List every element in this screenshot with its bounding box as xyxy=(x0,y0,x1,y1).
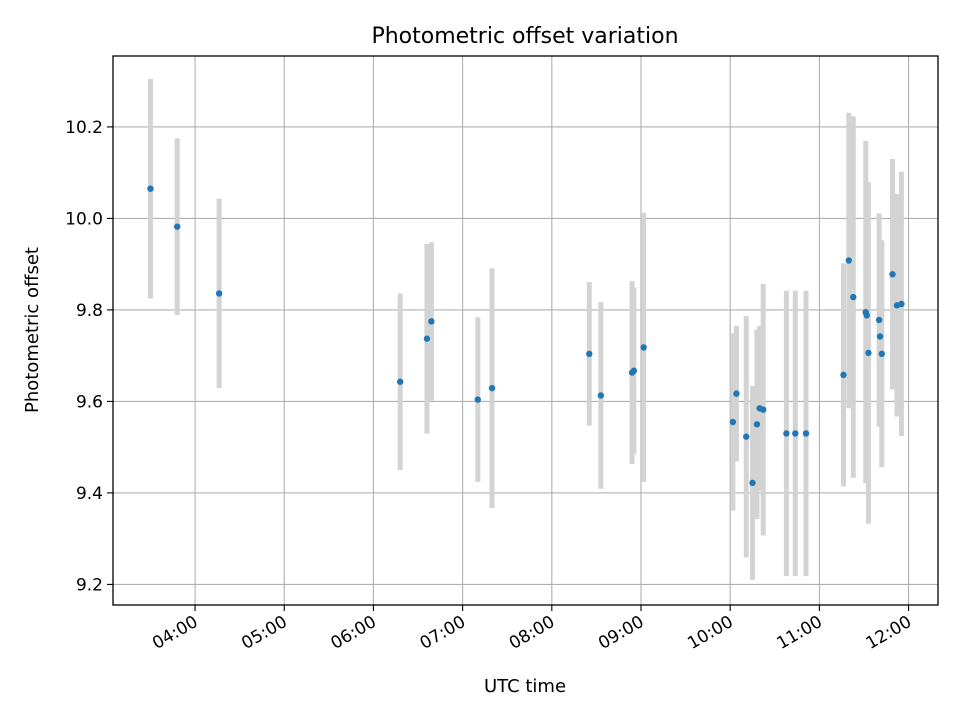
data-point xyxy=(840,371,847,379)
data-point xyxy=(733,390,740,397)
plot-frame xyxy=(112,55,939,606)
x-axis-label: UTC time xyxy=(484,676,566,697)
data-point xyxy=(743,433,750,440)
data-point xyxy=(898,300,905,308)
y-tick-label: 9.2 xyxy=(76,575,103,595)
data-point xyxy=(759,406,767,413)
data-point xyxy=(865,349,872,357)
data-point xyxy=(215,290,223,297)
data-point xyxy=(174,223,181,230)
y-tick-label: 10.0 xyxy=(65,209,103,229)
data-point xyxy=(597,392,605,399)
data-point xyxy=(749,479,756,487)
data-point xyxy=(875,316,883,324)
data-point xyxy=(802,430,810,437)
data-point xyxy=(878,350,886,358)
data-point xyxy=(396,378,404,385)
y-tick-label: 9.8 xyxy=(76,301,103,321)
data-point xyxy=(792,430,799,437)
y-tick-label: 9.6 xyxy=(76,392,103,412)
data-point xyxy=(753,421,761,428)
data-point xyxy=(586,350,593,358)
y-axis-label: Photometric offset xyxy=(22,247,43,413)
data-points xyxy=(147,185,905,487)
data-point xyxy=(876,333,884,340)
y-axis-ticks: 9.2 9.4 9.6 9.8 10.0 10.2 xyxy=(65,118,113,595)
grid xyxy=(113,56,938,605)
data-point xyxy=(428,318,435,325)
data-point xyxy=(488,384,496,392)
data-point xyxy=(640,344,647,351)
y-tick-label: 10.2 xyxy=(65,118,103,138)
data-point xyxy=(147,185,154,192)
data-point xyxy=(474,396,481,403)
data-point xyxy=(845,257,853,264)
data-point xyxy=(630,367,638,374)
data-point xyxy=(850,293,857,301)
data-point xyxy=(863,312,870,319)
data-point xyxy=(783,430,790,437)
data-point xyxy=(423,335,431,342)
chart-title: Photometric offset variation xyxy=(371,24,678,49)
y-tick-label: 9.4 xyxy=(76,484,103,504)
data-point xyxy=(729,418,737,426)
data-point xyxy=(889,271,896,278)
